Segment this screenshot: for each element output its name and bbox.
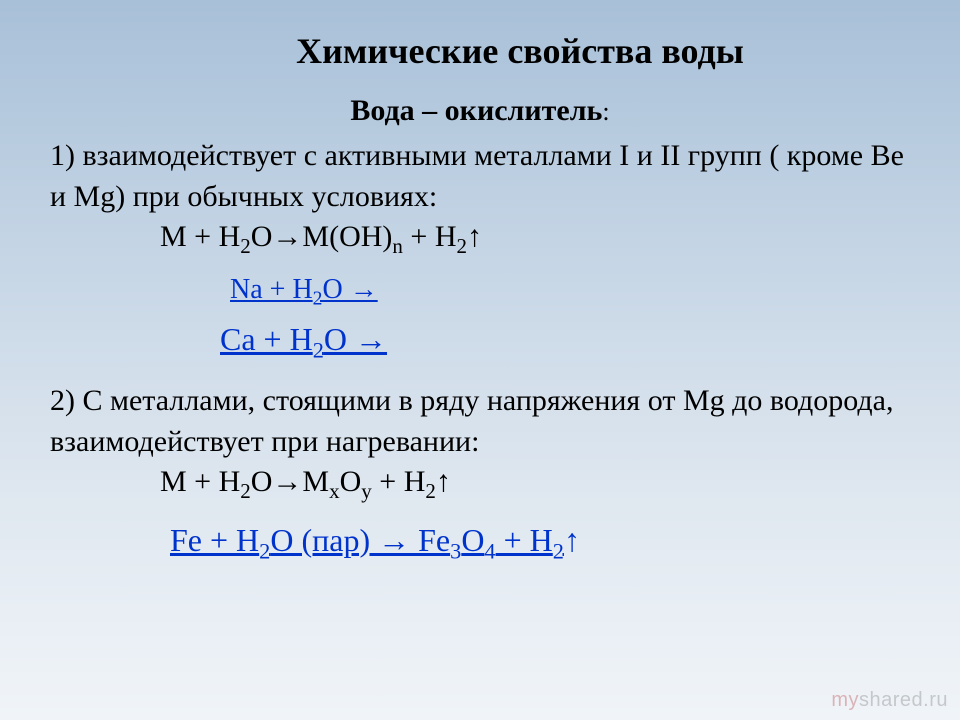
eq3-s2: 3 <box>450 538 461 563</box>
eq3-s4: 2 <box>553 538 564 563</box>
f1-arrow: ↑ <box>467 220 482 253</box>
eq-ca-link[interactable]: Ca + H2O → <box>220 321 387 357</box>
eq3-arrow: ↑ <box>564 522 580 558</box>
f2-p1: М + Н <box>160 465 240 498</box>
eq3-p3: O <box>461 522 484 558</box>
f1-s1: 2 <box>240 234 251 258</box>
section-1: 1) взаимодействует с активными металлами… <box>50 136 910 217</box>
eq2-p2: O → <box>324 321 387 357</box>
eq2-p1: Ca + H <box>220 321 313 357</box>
watermark-shared: shared <box>859 689 923 711</box>
equation-na[interactable]: Na + H2O → <box>50 274 910 311</box>
slide-title: Химические свойства воды <box>50 30 910 72</box>
eq-na-link[interactable]: Na + H2O → <box>230 274 378 305</box>
watermark: myshared.ru <box>831 689 948 712</box>
equation-ca[interactable]: Ca + H2O → <box>50 321 910 363</box>
section2-text: С металлами, стоящими в ряду напряжения … <box>50 384 893 458</box>
f2-s1: 2 <box>240 479 251 503</box>
slide: Химические свойства воды Вода – окислите… <box>0 0 960 720</box>
eq1-p1: Na + H <box>230 274 313 305</box>
eq3-s3: 4 <box>484 538 495 563</box>
section1-text: взаимодействует с активными металлами I … <box>50 139 904 213</box>
f2-s2: 2 <box>425 479 436 503</box>
f2-o: О <box>340 465 362 498</box>
section2-num: 2) <box>50 384 83 417</box>
section1-formula: М + Н2О→М(ОН)n + Н2↑ <box>50 217 910 260</box>
f2-p3: + Н <box>372 465 426 498</box>
f1-p2: О→М(ОН) <box>251 220 393 253</box>
f1-p1: М + Н <box>160 220 240 253</box>
eq3-p4: + H <box>496 522 553 558</box>
subtitle-colon: : <box>602 97 609 126</box>
f1-p3: + Н <box>403 220 457 253</box>
eq3-p2: O (пар) → Fe <box>270 522 450 558</box>
subtitle-text: Вода – окислитель <box>350 94 602 127</box>
eq3-p1: Fe + H <box>170 522 259 558</box>
f1-s2: n <box>392 234 403 258</box>
section-2: 2) С металлами, стоящими в ряду напряжен… <box>50 381 910 462</box>
eq1-p2: O → <box>322 274 377 305</box>
f2-sy: y <box>361 479 372 503</box>
f1-s3: 2 <box>457 234 468 258</box>
eq3-s1: 2 <box>259 538 270 563</box>
f2-arrow: ↑ <box>436 465 451 498</box>
eq2-s1: 2 <box>313 337 324 362</box>
equation-fe[interactable]: Fe + H2O (пар) → Fe3O4 + H2↑ <box>50 522 910 564</box>
f2-p2: О→М <box>251 465 329 498</box>
eq1-s1: 2 <box>313 289 323 310</box>
eq-fe-link[interactable]: Fe + H2O (пар) → Fe3O4 + H2 <box>170 522 564 558</box>
f2-sx: x <box>329 479 340 503</box>
watermark-my: my <box>831 689 859 711</box>
slide-subtitle: Вода – окислитель: <box>50 94 910 128</box>
section1-num: 1) <box>50 139 83 172</box>
watermark-ru: .ru <box>923 689 948 711</box>
section2-formula: М + Н2О→МxОy + Н2↑ <box>50 462 910 505</box>
